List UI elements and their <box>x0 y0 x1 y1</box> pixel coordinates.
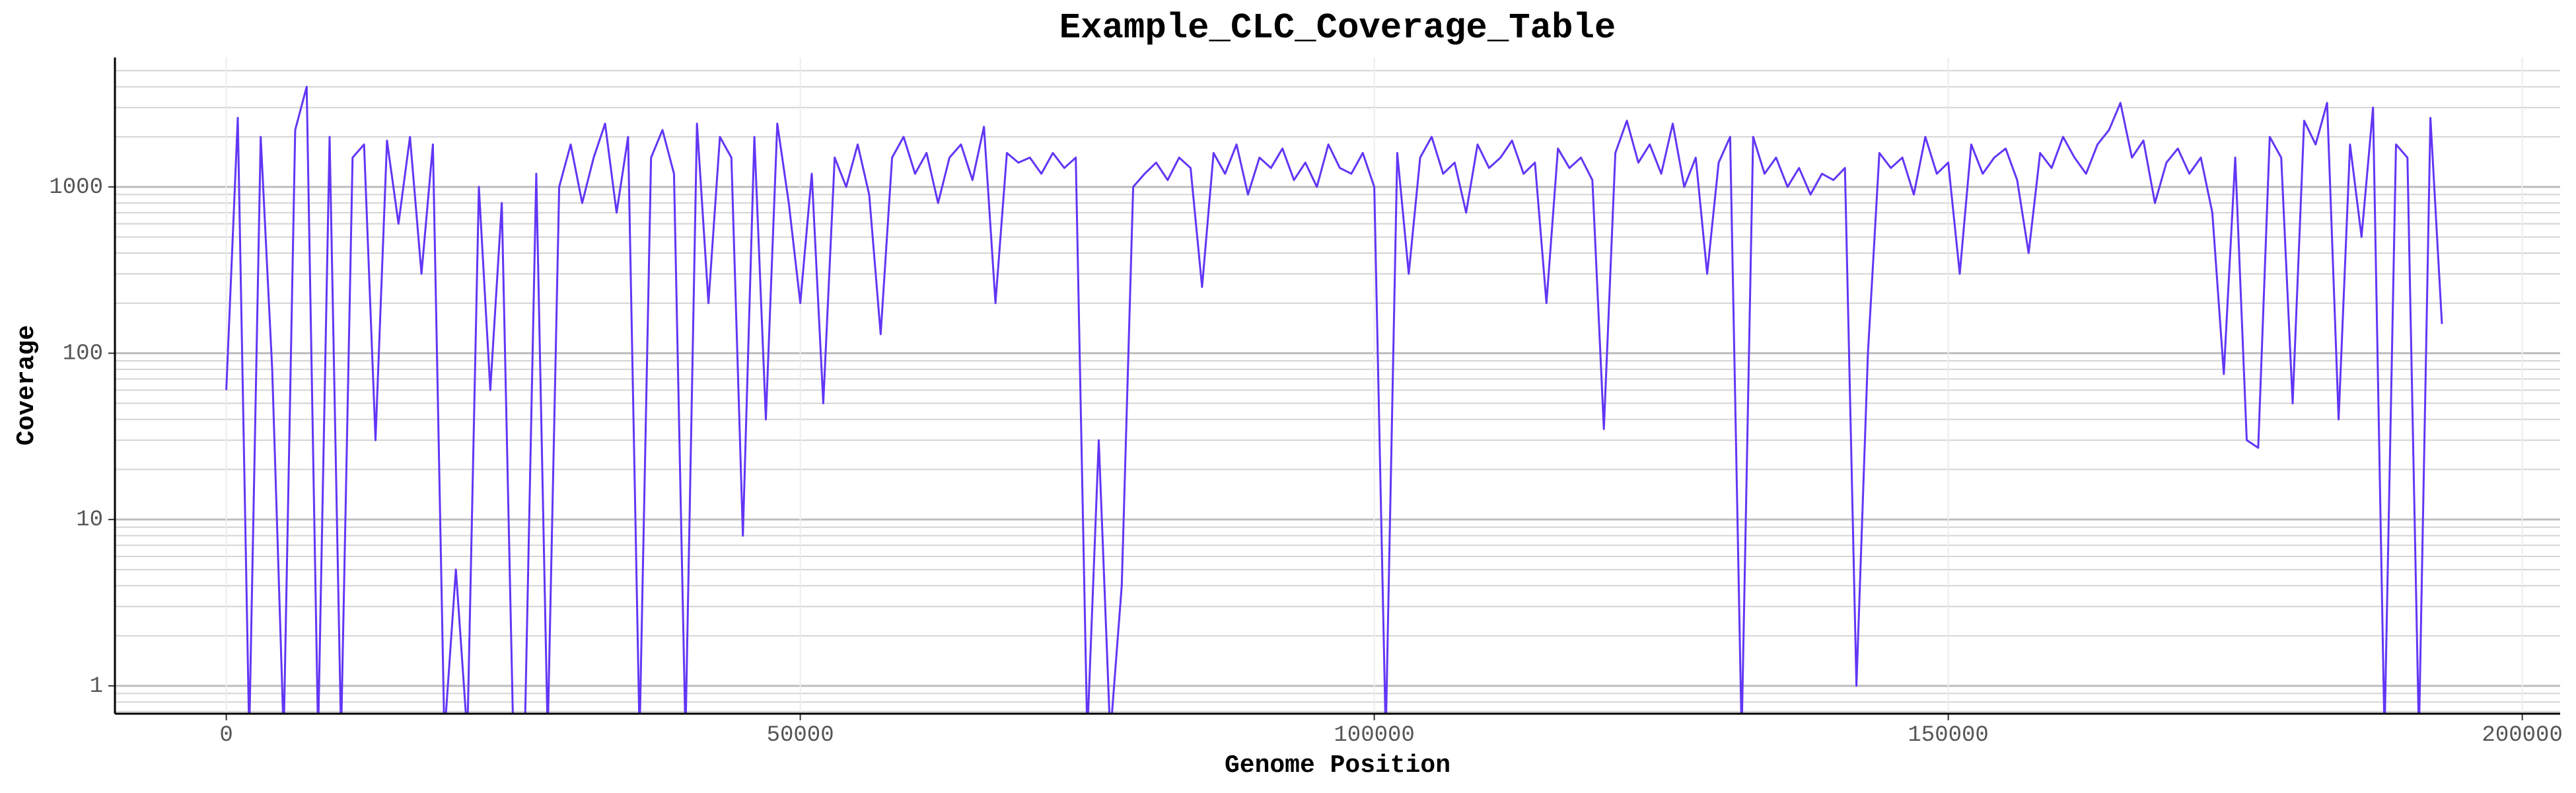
x-tick-label: 0 <box>219 723 233 748</box>
y-tick-label: 10 <box>76 508 103 533</box>
x-axis-label: Genome Position <box>1225 751 1450 780</box>
x-tick-label: 150000 <box>1908 723 1988 748</box>
x-tick-label: 200000 <box>2482 723 2562 748</box>
coverage-line <box>225 85 2443 714</box>
y-tick-label: 1 <box>90 674 103 699</box>
y-tick-label: 1000 <box>49 175 103 200</box>
chart-title: Example_CLC_Coverage_Table <box>1059 8 1616 48</box>
y-axis-label: Coverage <box>13 325 41 445</box>
x-tick-label: 50000 <box>767 723 834 748</box>
y-tick-label: 100 <box>63 341 103 366</box>
x-tick-label: 100000 <box>1334 723 1414 748</box>
